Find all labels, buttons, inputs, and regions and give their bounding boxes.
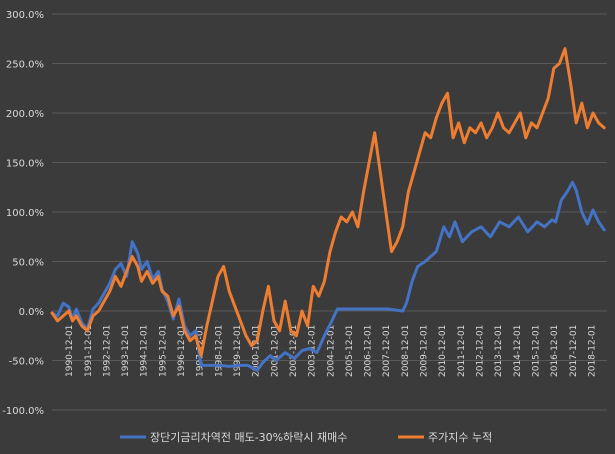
y-tick-label: -100.0%	[2, 406, 44, 417]
x-tick-label: 2000-12-01	[252, 325, 262, 377]
x-tick-label: 2002-12-01	[289, 325, 299, 377]
x-tick-label: 2016-12-01	[550, 325, 560, 377]
x-tick-label: 2004-12-01	[326, 325, 336, 377]
x-tick-label: 1995-12-01	[158, 325, 168, 377]
x-tick-label: 2018-12-01	[587, 325, 597, 377]
x-tick-label: 2015-12-01	[531, 325, 541, 377]
x-tick-label: 1992-12-01	[102, 325, 112, 377]
x-tick-label: 1999-12-01	[233, 325, 243, 377]
x-tick-label: 2009-12-01	[420, 325, 430, 377]
x-axis-tick-labels: 1990-12-01 1991-12-01 1992-12-01 1993-12-01…	[65, 325, 597, 377]
x-tick-label: 1998-12-01	[214, 325, 224, 377]
y-tick-label: 250.0%	[6, 60, 44, 71]
x-tick-label: 1991-12-01	[84, 325, 94, 377]
x-tick-label: 1996-12-01	[177, 325, 187, 377]
x-tick-label: 1990-12-01	[65, 325, 75, 377]
series-line-2	[50, 47, 606, 358]
legend: 장단기금리차역전 매도-30%하락시 재매수 주가지수 누적	[120, 430, 492, 444]
x-tick-label: 1994-12-01	[140, 325, 150, 377]
legend-label-1: 장단기금리차역전 매도-30%하락시 재매수	[150, 430, 347, 444]
y-tick-label: 50.0%	[12, 258, 44, 269]
y-axis-tick-labels: 300.0% 250.0% 200.0% 150.0% 100.0% 50.0% 0.0% -…	[2, 10, 44, 417]
x-tick-label: 2012-12-01	[476, 325, 486, 377]
x-tick-label: 2013-12-01	[494, 325, 504, 377]
y-tick-label: 200.0%	[6, 109, 44, 120]
series-line-1	[50, 180, 606, 372]
series-lines	[50, 47, 606, 372]
y-tick-label: 150.0%	[6, 159, 44, 170]
x-tick-label: 2007-12-01	[382, 325, 392, 377]
x-tick-label: 2010-12-01	[438, 325, 448, 377]
y-tick-label: -50.0%	[9, 357, 44, 368]
x-tick-label: 2014-12-01	[513, 325, 523, 377]
x-tick-label: 2001-12-01	[270, 325, 280, 377]
legend-label-2: 주가지수 누적	[428, 431, 492, 444]
x-tick-label: 1993-12-01	[121, 325, 131, 377]
y-tick-label: 300.0%	[6, 10, 44, 21]
x-tick-label: 2006-12-01	[364, 325, 374, 377]
x-tick-label: 2011-12-01	[457, 325, 467, 377]
y-tick-label: 100.0%	[6, 208, 44, 219]
x-tick-label: 2005-12-01	[345, 325, 355, 377]
x-tick-label: 2008-12-01	[401, 325, 411, 377]
x-tick-label: 2017-12-01	[569, 325, 579, 377]
y-tick-label: 0.0%	[19, 307, 44, 318]
